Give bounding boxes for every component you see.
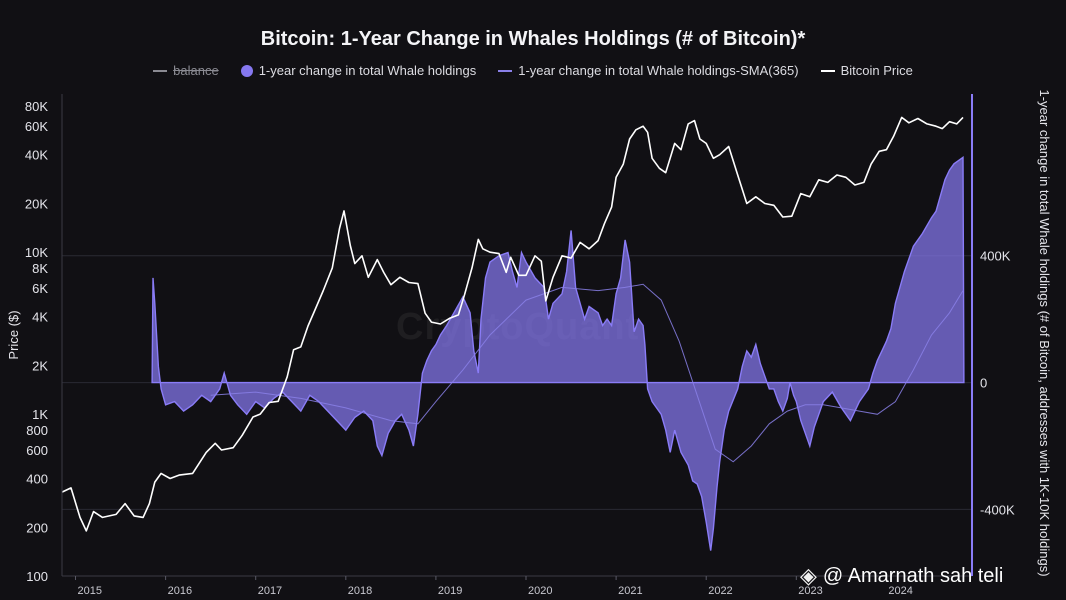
credit-badge: ◈ @ Amarnath sah teli xyxy=(800,563,1003,589)
x-tick-label-7: 2022 xyxy=(708,585,732,597)
y-left-tick-label-3: 600 xyxy=(26,443,48,458)
x-tick-label-6: 2021 xyxy=(618,585,642,597)
y-right-axis-title: 1-year change in total Whale holdings (#… xyxy=(1037,89,1052,576)
legend-label-whale-sma: 1-year change in total Whale holdings-SM… xyxy=(518,63,799,78)
chart-legend: balance 1-year change in total Whale hol… xyxy=(0,63,1066,78)
x-tick-label-2: 2017 xyxy=(258,585,282,597)
series-whale-sma-line xyxy=(210,283,964,463)
y-left-tick-label-6: 2K xyxy=(32,358,48,373)
legend-swatch-bitcoin-price xyxy=(820,69,835,72)
y-left-tick-label-8: 6K xyxy=(32,281,48,296)
series-whale-change-area xyxy=(151,156,965,551)
legend-item-bitcoin-price[interactable]: Bitcoin Price xyxy=(820,63,913,78)
y-left-tick-label-12: 40K xyxy=(25,148,48,163)
y-left-tick-label-9: 8K xyxy=(32,261,48,276)
x-tick-label-9: 2024 xyxy=(888,585,912,597)
legend-item-whale-sma[interactable]: 1-year change in total Whale holdings-SM… xyxy=(498,63,799,78)
y-left-tick-label-11: 20K xyxy=(25,196,48,211)
legend-label-bitcoin-price: Bitcoin Price xyxy=(840,63,913,78)
legend-item-whale-change[interactable]: 1-year change in total Whale holdings xyxy=(240,63,477,78)
y-left-tick-label-10: 10K xyxy=(25,245,48,260)
legend-label-whale-change: 1-year change in total Whale holdings xyxy=(258,63,477,78)
price-layer xyxy=(61,116,964,532)
x-tick-label-0: 2015 xyxy=(78,585,102,597)
whale-area-layer xyxy=(151,156,965,551)
y-right-tick-label-0: 400K xyxy=(980,249,1011,264)
y-left-tick-label-5: 1K xyxy=(32,407,48,422)
y-left-tick-label-2: 400 xyxy=(26,472,48,487)
whale-sma-layer xyxy=(210,283,964,463)
y-left-tick-label-0: 100 xyxy=(26,569,48,584)
x-tick-label-1: 2016 xyxy=(168,585,192,597)
y-left-tick-label-7: 4K xyxy=(32,310,48,325)
y-left-tick-label-14: 80K xyxy=(25,99,48,114)
legend-swatch-whale-sma xyxy=(498,69,513,72)
y-right-tick-label-1: 0 xyxy=(980,376,987,391)
series-bitcoin-price-line xyxy=(61,116,964,532)
x-tick-label-4: 2019 xyxy=(438,585,462,597)
credit-text: @ Amarnath sah teli xyxy=(822,564,1004,587)
legend-label-balance: balance xyxy=(173,63,219,78)
chart-title: Bitcoin: 1-Year Change in Whales Holding… xyxy=(260,28,806,50)
binance-diamond-icon: ◈ xyxy=(800,563,817,588)
y-left-tick-label-13: 60K xyxy=(25,119,48,134)
x-tick-label-5: 2020 xyxy=(528,585,552,597)
y-right-tick-label-2: -400K xyxy=(980,502,1015,517)
x-tick-label-3: 2018 xyxy=(348,585,372,597)
x-tick-label-8: 2023 xyxy=(798,585,822,597)
y-left-tick-label-1: 200 xyxy=(26,520,48,535)
y-left-axis-title: Price ($) xyxy=(6,310,21,359)
y-left-tick-label-4: 800 xyxy=(26,423,48,438)
legend-item-balance[interactable]: balance xyxy=(153,63,219,78)
legend-swatch-balance xyxy=(153,69,168,72)
legend-swatch-whale-change xyxy=(240,64,253,77)
